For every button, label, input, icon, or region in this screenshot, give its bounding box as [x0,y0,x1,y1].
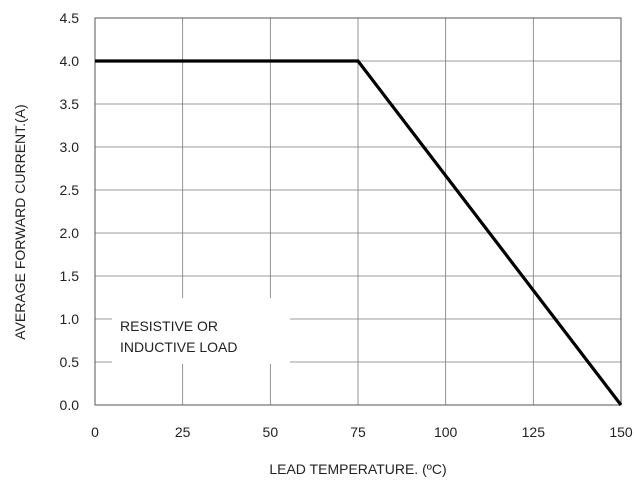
y-tick-label: 3.0 [60,139,80,155]
x-tick-label: 25 [175,424,191,440]
y-tick-label: 2.5 [60,182,80,198]
y-tick-label: 2.0 [60,225,80,241]
plot-frame [94,17,622,406]
annotation-line-1: RESISTIVE OR [120,318,218,334]
y-tick-label: 3.5 [60,96,80,112]
y-tick-label: 1.5 [60,268,80,284]
x-tick-label: 75 [350,424,366,440]
y-tick-labels: 0.0 0.5 1.0 1.5 2.0 2.5 3.0 3.5 4.0 4.5 [60,10,80,413]
annotation-background [112,298,290,364]
x-tick-label: 125 [522,424,546,440]
y-tick-label: 1.0 [60,311,80,327]
x-tick-label: 100 [434,424,458,440]
x-tick-label: 0 [91,424,99,440]
y-tick-label: 4.5 [60,10,80,26]
x-tick-label: 150 [609,424,633,440]
x-tick-label: 50 [263,424,279,440]
series-line [95,59,623,406]
y-axis-title: AVERAGE FORWARD CURRENT.(A) [12,104,28,339]
y-tick-label: 0.0 [60,397,80,413]
y-tick-label: 0.5 [60,354,80,370]
x-axis-title: LEAD TEMPERATURE. (ºC) [269,461,446,477]
y-tick-label: 4.0 [60,53,80,69]
x-tick-labels: 0 25 50 75 100 125 150 [91,424,633,440]
annotation-line-2: INDUCTIVE LOAD [120,339,237,355]
series-layer [95,59,623,406]
